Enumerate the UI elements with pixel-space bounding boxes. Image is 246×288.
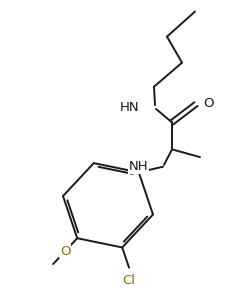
- Text: O: O: [60, 245, 70, 258]
- Text: O: O: [203, 96, 214, 110]
- Text: HN: HN: [119, 101, 139, 114]
- Text: Cl: Cl: [123, 274, 136, 287]
- Text: NH: NH: [128, 160, 148, 173]
